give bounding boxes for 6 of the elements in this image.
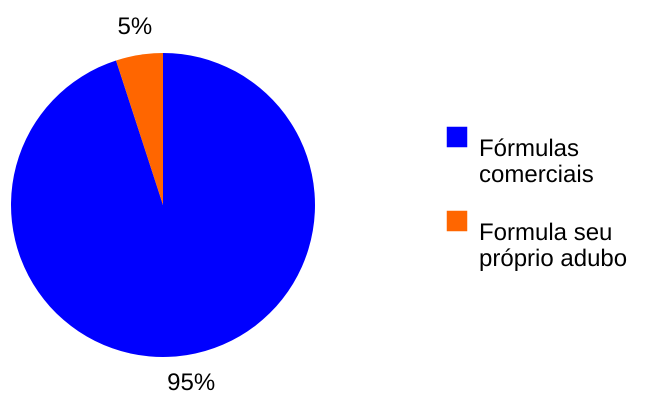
legend-label: Formula seu próprio adubo — [479, 219, 628, 272]
pie-slice — [116, 53, 163, 205]
data-label: 95% — [167, 368, 216, 396]
legend-label: Fórmulas comerciais — [479, 135, 594, 188]
pie-slice — [11, 53, 315, 357]
data-label: 5% — [118, 13, 152, 40]
